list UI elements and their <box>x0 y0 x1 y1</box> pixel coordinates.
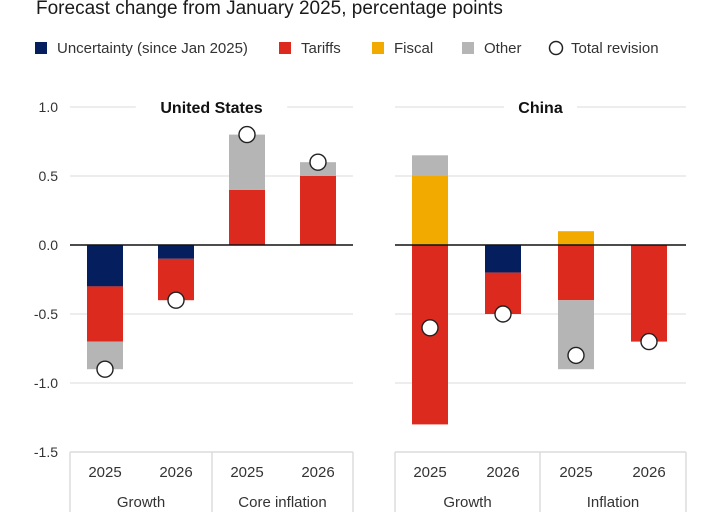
x-group-label: Growth <box>443 494 491 511</box>
legend-swatch-uncertainty <box>35 42 47 54</box>
total-revision-marker <box>238 125 256 144</box>
x-tick-label: 2026 <box>486 464 519 481</box>
legend-label-tariffs: Tariffs <box>301 40 341 57</box>
bar-segment-fiscal <box>412 176 448 245</box>
bar-segment-tariffs <box>558 245 594 301</box>
y-tick-label: 0.5 <box>39 168 59 184</box>
bar-segment-tariffs <box>229 189 265 245</box>
bar-segment-tariffs <box>87 286 123 342</box>
total-revision-marker <box>96 360 114 378</box>
x-tick-label: 2026 <box>301 464 334 481</box>
bar-segment-other <box>229 134 265 190</box>
y-tick-label: 0.0 <box>39 237 59 253</box>
x-tick-label: 2025 <box>88 464 121 481</box>
total-revision-marker <box>309 153 327 171</box>
x-tick-label: 2026 <box>159 464 192 481</box>
legend-label-other: Other <box>484 40 522 57</box>
total-revision-marker <box>167 291 185 309</box>
x-tick-label: 2025 <box>230 464 263 481</box>
total-revision-marker <box>421 319 439 337</box>
panel-title: China <box>518 100 563 117</box>
y-axis: 1.0 0.5 0.0 -0.5 -1.0 -1.5 <box>34 99 58 460</box>
y-tick-label: -1.5 <box>34 444 58 460</box>
bar-segment-fiscal <box>558 231 594 245</box>
x-group-label: Growth <box>117 494 165 511</box>
panel-united-states: United States 2025 2026 2025 2026 Growth Core … <box>69 100 354 512</box>
legend-label-uncertainty: Uncertainty (since Jan 2025) <box>57 40 248 57</box>
x-tick-label: 2026 <box>632 464 665 481</box>
y-tick-label: -0.5 <box>34 306 58 322</box>
legend-swatch-tariffs <box>279 42 291 54</box>
legend-label-total: Total revision <box>571 40 659 57</box>
x-group-label: Inflation <box>587 494 640 511</box>
legend-total-revision-circle-icon <box>548 40 564 56</box>
bar-segment-tariffs <box>631 245 667 342</box>
legend-swatch-other <box>462 42 474 54</box>
bar-segment-uncertainty <box>485 245 521 273</box>
y-tick-label: -1.0 <box>34 375 58 391</box>
legend-label-fiscal: Fiscal <box>394 40 433 57</box>
panel-china: China 2025 2026 2025 2026 Growth Inflation <box>394 100 687 512</box>
x-group-label: Core inflation <box>238 494 326 511</box>
total-revision-marker <box>494 305 512 323</box>
x-tick-label: 2025 <box>413 464 446 481</box>
panel-title: United States <box>160 100 262 117</box>
bar-segment-tariffs <box>300 176 336 245</box>
total-revision-marker <box>640 332 658 351</box>
legend-swatch-fiscal <box>372 42 384 54</box>
legend: Uncertainty (since Jan 2025) Tariffs Fisca… <box>35 40 659 57</box>
y-tick-label: 1.0 <box>39 99 59 115</box>
bar-segment-uncertainty <box>158 245 194 259</box>
x-tick-label: 2025 <box>559 464 592 481</box>
total-revision-marker <box>567 346 585 365</box>
chart-title: Forecast change from January 2025, perce… <box>36 0 503 19</box>
bar-segment-uncertainty <box>87 245 123 287</box>
bar-segment-other <box>412 155 448 176</box>
panels: United States 2025 2026 2025 2026 Growth Core … <box>69 100 687 512</box>
